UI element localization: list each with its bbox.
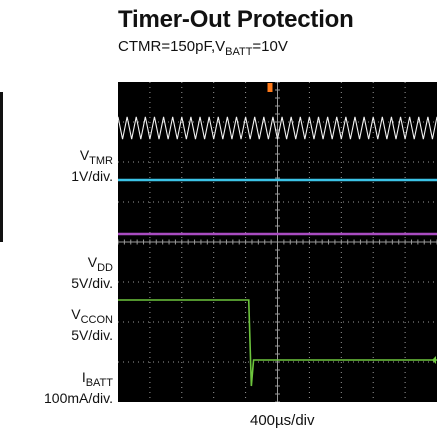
vdd-label: VDD 5V/div. <box>71 254 113 291</box>
ibatt-level-arrow <box>432 356 436 364</box>
ibatt-trace <box>118 299 437 387</box>
markers <box>267 83 436 364</box>
ibatt-label: IBATT 100mA/div. <box>44 369 113 406</box>
chart-title: Timer-Out Protection <box>118 6 354 33</box>
vccon-label: VCCON 5V/div. <box>71 306 113 343</box>
traces <box>117 116 437 387</box>
x-axis-label: 400µs/div <box>250 412 315 429</box>
vtmr-trace <box>117 116 437 140</box>
trigger-marker <box>267 83 273 92</box>
left-edge-border <box>0 92 3 242</box>
chart-subtitle: CTMR=150pF,VBATT=10V <box>118 38 288 58</box>
oscilloscope-screen <box>117 81 437 403</box>
oscilloscope-plot <box>117 81 437 403</box>
grid <box>117 81 437 403</box>
vtmr-label: VTMR 1V/div. <box>71 147 113 184</box>
